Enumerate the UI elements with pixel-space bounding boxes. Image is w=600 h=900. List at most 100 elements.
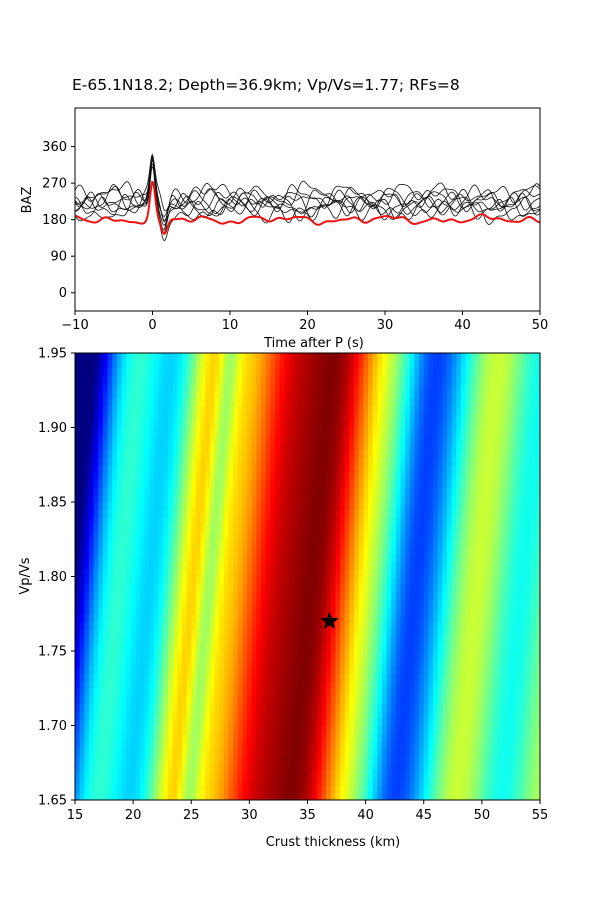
- heatmap-cell: [121, 472, 127, 481]
- heatmap-cell: [367, 747, 374, 756]
- heatmap-cell: [330, 583, 336, 592]
- heatmap-cell: [302, 732, 309, 741]
- heatmap-cell: [521, 449, 527, 458]
- heatmap-cell: [75, 516, 81, 525]
- heatmap-cell: [288, 695, 295, 704]
- heatmap-cell: [200, 516, 206, 525]
- heatmap-cell: [516, 695, 522, 704]
- heatmap-cell: [75, 770, 81, 779]
- heatmap-cell: [381, 442, 388, 451]
- heatmap-cell: [344, 479, 350, 488]
- heatmap-cell: [79, 427, 85, 436]
- heatmap-cell: [474, 613, 481, 622]
- heatmap-cell: [265, 479, 271, 488]
- heatmap-cell: [386, 636, 392, 645]
- heatmap-cell: [433, 457, 439, 466]
- heatmap-cell: [158, 464, 164, 473]
- heatmap-cell: [535, 688, 540, 697]
- heatmap-cell: [530, 464, 536, 473]
- heatmap-cell: [168, 509, 174, 518]
- heatmap-cell: [512, 703, 518, 712]
- heatmap-cell: [284, 591, 290, 600]
- heatmap-cell: [302, 695, 309, 704]
- heatmap-cell: [265, 665, 271, 674]
- heatmap-cell: [284, 576, 290, 585]
- heatmap-cell: [130, 472, 137, 481]
- heatmap-cell: [149, 747, 155, 756]
- heatmap-cell: [344, 457, 350, 466]
- heatmap-cell: [98, 792, 104, 800]
- heatmap-cell: [270, 427, 276, 436]
- receiver-function-trace: [75, 165, 540, 234]
- heatmap-cell: [521, 747, 527, 756]
- heatmap-cell: [223, 472, 230, 481]
- heatmap-cell: [172, 792, 178, 800]
- heatmap-cell: [409, 718, 416, 727]
- heatmap-cell: [228, 554, 234, 563]
- heatmap-cell: [261, 442, 267, 451]
- heatmap-cell: [479, 725, 485, 734]
- heatmap-cell: [116, 688, 123, 697]
- heatmap-cell: [423, 479, 429, 488]
- heatmap-cell: [191, 688, 197, 697]
- heatmap-cell: [316, 524, 323, 533]
- heatmap-cell: [307, 487, 313, 496]
- heatmap-cell: [377, 598, 383, 607]
- heatmap-cell: [98, 777, 104, 786]
- heatmap-cell: [93, 643, 99, 652]
- heatmap-cell: [381, 539, 388, 548]
- heatmap-cell: [223, 457, 230, 466]
- heatmap-cell: [256, 651, 262, 660]
- heatmap-cell: [237, 710, 243, 719]
- heatmap-cell: [261, 732, 267, 741]
- heatmap-cell: [181, 651, 188, 660]
- heatmap-cell: [186, 457, 192, 466]
- heatmap-cell: [377, 479, 383, 488]
- heatmap-cell: [98, 516, 104, 525]
- heatmap-cell: [209, 606, 216, 615]
- heatmap-cell: [256, 695, 262, 704]
- heatmap-cell: [205, 598, 211, 607]
- heatmap-cell: [460, 688, 467, 697]
- heatmap-cell: [251, 785, 257, 794]
- heatmap-cell: [288, 703, 295, 712]
- heatmap-cell: [349, 576, 355, 585]
- heatmap-cell: [88, 449, 95, 458]
- heatmap-cell: [488, 583, 495, 592]
- heatmap-cell: [535, 732, 540, 741]
- heatmap-cell: [516, 569, 522, 578]
- heatmap-cell: [116, 509, 123, 518]
- heatmap-cell: [172, 464, 178, 473]
- heatmap-cell: [265, 464, 271, 473]
- heatmap-cell: [251, 725, 257, 734]
- heatmap-cell: [274, 531, 281, 540]
- heatmap-cell: [321, 606, 327, 615]
- heatmap-cell: [298, 546, 304, 555]
- heatmap-cell: [135, 554, 141, 563]
- heatmap-cell: [395, 636, 402, 645]
- x-tick-label: 0: [148, 318, 156, 333]
- heatmap-cell: [107, 502, 113, 511]
- heatmap-cell: [372, 770, 378, 779]
- heatmap-cell: [102, 658, 109, 667]
- heatmap-cell: [214, 628, 220, 637]
- heatmap-cell: [442, 710, 448, 719]
- heatmap-cell: [395, 792, 402, 800]
- heatmap-cell: [474, 583, 481, 592]
- heatmap-cell: [386, 643, 392, 652]
- heatmap-cell: [386, 665, 392, 674]
- heatmap-cell: [498, 740, 504, 749]
- heatmap-cell: [484, 583, 490, 592]
- heatmap-cell: [121, 494, 127, 503]
- heatmap-cell: [391, 598, 397, 607]
- heatmap-cell: [247, 509, 253, 518]
- heatmap-cell: [409, 710, 416, 719]
- heatmap-cell: [195, 673, 202, 682]
- heatmap-cell: [195, 636, 202, 645]
- heatmap-cell: [126, 487, 132, 496]
- heatmap-cell: [423, 673, 429, 682]
- heatmap-cell: [168, 569, 174, 578]
- heatmap-cell: [484, 673, 490, 682]
- heatmap-cell: [330, 770, 336, 779]
- heatmap-cell: [205, 643, 211, 652]
